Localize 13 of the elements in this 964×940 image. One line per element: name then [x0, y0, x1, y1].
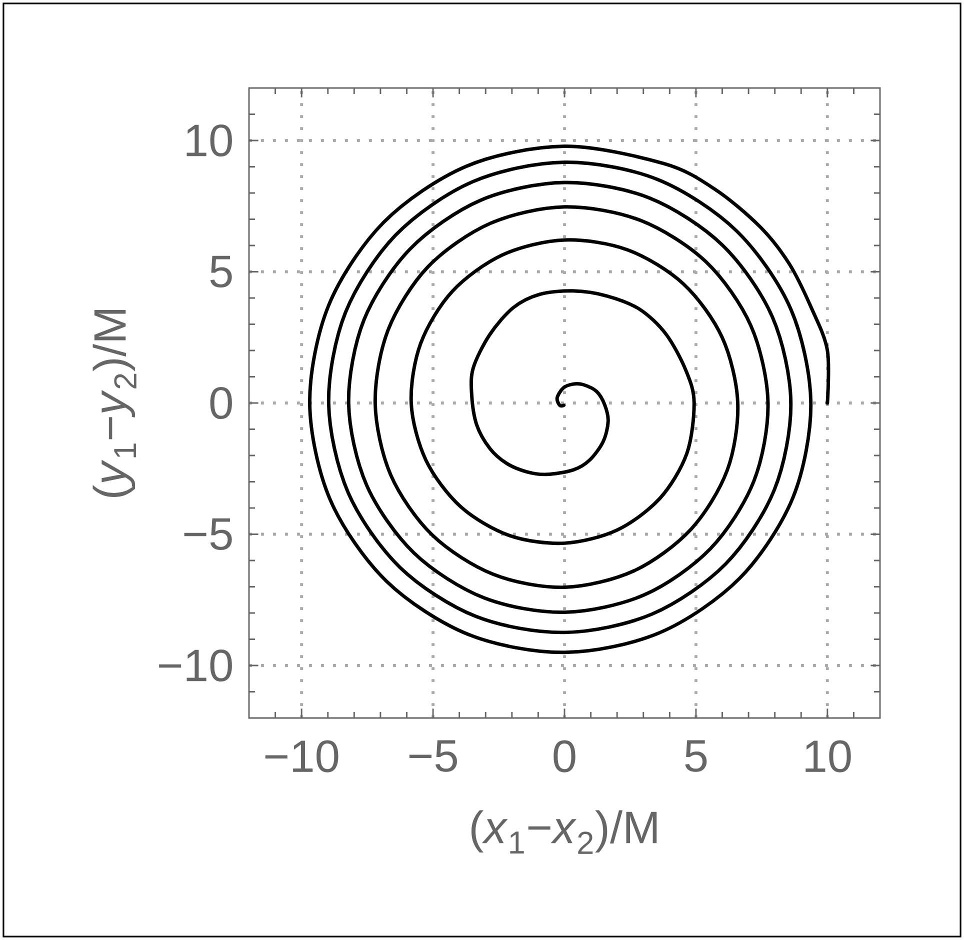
x-tick-label: −10 [265, 740, 338, 772]
x-tick-label: −5 [409, 740, 457, 772]
y-axis-title: (y$_{1}$−y$_{2}$)/M [92, 310, 136, 497]
y-tick-label: −10 [159, 649, 232, 682]
y-tick-label: 5 [210, 256, 232, 288]
x-axis-title: (x$_{1}$−x$_{2}$)/M [471, 810, 657, 854]
y-tick-label: 10 [186, 124, 232, 157]
line-series [308, 144, 830, 654]
y-tick-label: 0 [210, 386, 232, 420]
x-tick-label: 0 [554, 740, 576, 772]
y-tick-label: −5 [184, 518, 232, 550]
x-tick-label: 5 [685, 740, 707, 772]
x-tick-label: 10 [806, 740, 851, 772]
